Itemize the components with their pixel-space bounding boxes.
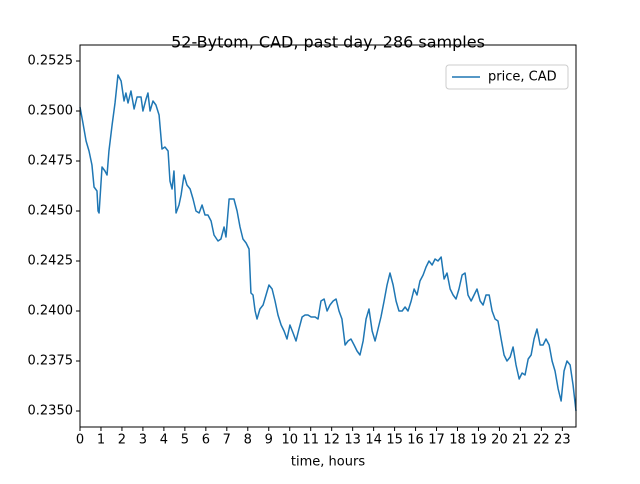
y-tick-label: 0.2350 [28,404,74,419]
x-tick-label: 15 [386,433,403,448]
x-tick-label: 6 [202,433,210,448]
legend-label: price, CAD [488,70,557,85]
x-axis-label: time, hours [291,455,365,470]
legend-box [445,64,569,90]
x-tick-label: 8 [244,433,252,448]
chart-title: 52-Bytom, CAD, past day, 286 samples [171,33,485,52]
x-tick-label: 3 [139,433,147,448]
x-tick-label: 18 [449,433,466,448]
x-tick-label: 22 [533,433,550,448]
x-tick-label: 1 [97,433,105,448]
x-tick-label: 19 [470,433,487,448]
price-line [79,74,577,412]
y-tick-label: 0.2400 [28,304,74,319]
x-tick-label: 0 [76,433,84,448]
x-tick-label: 9 [265,433,273,448]
x-tick-label: 4 [160,433,168,448]
x-tick-label: 2 [118,433,126,448]
x-tick-label: 10 [281,433,298,448]
x-tick-label: 5 [181,433,189,448]
x-tick-label: 21 [512,433,529,448]
y-tick-label: 0.2450 [28,204,74,219]
y-tick-label: 0.2475 [28,154,74,169]
x-tick-label: 14 [365,433,382,448]
x-tick-label: 20 [491,433,508,448]
x-tick-label: 11 [302,433,319,448]
x-tick-label: 23 [554,433,571,448]
y-tick-label: 0.2525 [28,54,74,69]
x-tick-label: 16 [407,433,424,448]
x-tick-label: 17 [428,433,445,448]
x-tick-label: 7 [223,433,231,448]
y-tick-label: 0.2425 [28,254,74,269]
x-tick-label: 13 [344,433,361,448]
x-tick-label: 12 [323,433,340,448]
y-tick-label: 0.2500 [28,104,74,119]
axes-frame [79,44,577,428]
y-tick-label: 0.2375 [28,354,74,369]
